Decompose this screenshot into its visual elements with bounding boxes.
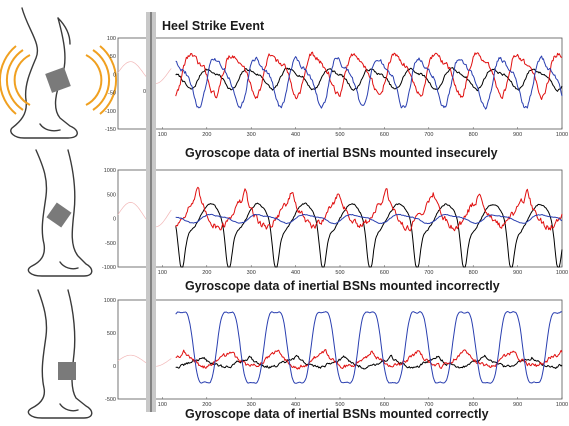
y-tick-label: -150: [105, 127, 116, 133]
x-tick-label: 1000: [556, 132, 568, 138]
x-tick-label: 900: [513, 270, 522, 276]
y-tick-label: 100: [107, 36, 116, 42]
x-tick-label: 800: [469, 270, 478, 276]
x-tick-label: 100: [158, 270, 167, 276]
leg-insecure-mount-icon: [0, 7, 117, 139]
series-line-red: [175, 186, 563, 232]
x-tick-label: 200: [202, 402, 211, 408]
y-tick-label: 0: [113, 72, 116, 78]
sensor-node: [45, 67, 71, 93]
y-tick-label: -50: [108, 91, 116, 97]
series-line-blue: [175, 213, 563, 225]
x-tick-label: 500: [335, 402, 344, 408]
x-tick-label: 1000: [556, 270, 568, 276]
x-tick-label: 300: [247, 270, 256, 276]
x-tick-label: 900: [513, 132, 522, 138]
x-tick-label: 800: [469, 132, 478, 138]
series-line-black: [175, 354, 563, 370]
panel-2: 100 200 300 400 500 600 700 800 900 1000 1000 500 0 -…: [102, 168, 568, 276]
pre-event-trace: [117, 354, 172, 367]
series-line-blue: [175, 55, 563, 110]
x-tick-label: 200: [202, 132, 211, 138]
x-tick-label: 300: [247, 132, 256, 138]
panel-1: 100 200 300 400 500 600 700 800 900 1000100500-50…: [105, 36, 568, 138]
plot-frame: [117, 299, 563, 400]
x-tick-label: 1000: [556, 402, 568, 408]
y-tick-label: -100: [105, 109, 116, 115]
x-tick-label: 100: [158, 402, 167, 408]
sensor-node: [58, 362, 76, 380]
y-tick-label: 0: [113, 364, 116, 370]
panel-1-title: Gyroscope data of inertial BSNs mounted …: [185, 146, 498, 160]
heel-strike-event-label: Heel Strike Event: [162, 19, 265, 33]
x-tick-label: 700: [424, 402, 433, 408]
pre-event-trace: [117, 202, 172, 228]
leg-correct-mount-icon: [27, 289, 93, 419]
panel-3: 100 200 300 400 500 600 700 800 900 1000 1000 500 0 -…: [104, 298, 568, 408]
x-tick-label: 400: [291, 132, 300, 138]
panel-2-title: Gyroscope data of inertial BSNs mounted …: [185, 279, 500, 293]
y-tick-label: 50: [110, 54, 116, 60]
leg-incorrect-mount-icon: [27, 149, 93, 277]
y-tick-label: 500: [107, 331, 116, 337]
series-line-black: [175, 67, 563, 92]
series-line-blue: [175, 311, 563, 384]
x-tick-label: 300: [247, 402, 256, 408]
y-tick-label: -500: [105, 241, 116, 247]
y-tick-label: 0: [113, 217, 116, 223]
series-line-red: [175, 51, 563, 100]
x-tick-label: 700: [424, 132, 433, 138]
x-tick-label: 600: [380, 270, 389, 276]
x-tick-label: 400: [291, 270, 300, 276]
x-tick-label: 600: [380, 132, 389, 138]
y-tick-label: -1000: [102, 265, 116, 271]
y-tick-label: 500: [107, 192, 116, 198]
pre-event-trace: [117, 61, 172, 84]
series-line-black: [175, 202, 563, 268]
x-tick-label: 600: [380, 402, 389, 408]
event-marker-text: 0: [143, 89, 146, 95]
y-tick-label: 1000: [104, 168, 116, 174]
y-tick-label: -500: [105, 397, 116, 403]
x-tick-label: 200: [202, 270, 211, 276]
x-tick-label: 900: [513, 402, 522, 408]
x-tick-label: 400: [291, 402, 300, 408]
x-tick-label: 500: [335, 132, 344, 138]
sensor-node: [46, 202, 72, 228]
x-tick-label: 100: [158, 132, 167, 138]
y-tick-label: 1000: [104, 298, 116, 304]
vibration-waves: [0, 45, 117, 115]
panel-3-title: Gyroscope data of inertial BSNs mounted …: [185, 407, 489, 421]
x-tick-label: 700: [424, 270, 433, 276]
x-tick-label: 500: [335, 270, 344, 276]
x-tick-label: 800: [469, 402, 478, 408]
